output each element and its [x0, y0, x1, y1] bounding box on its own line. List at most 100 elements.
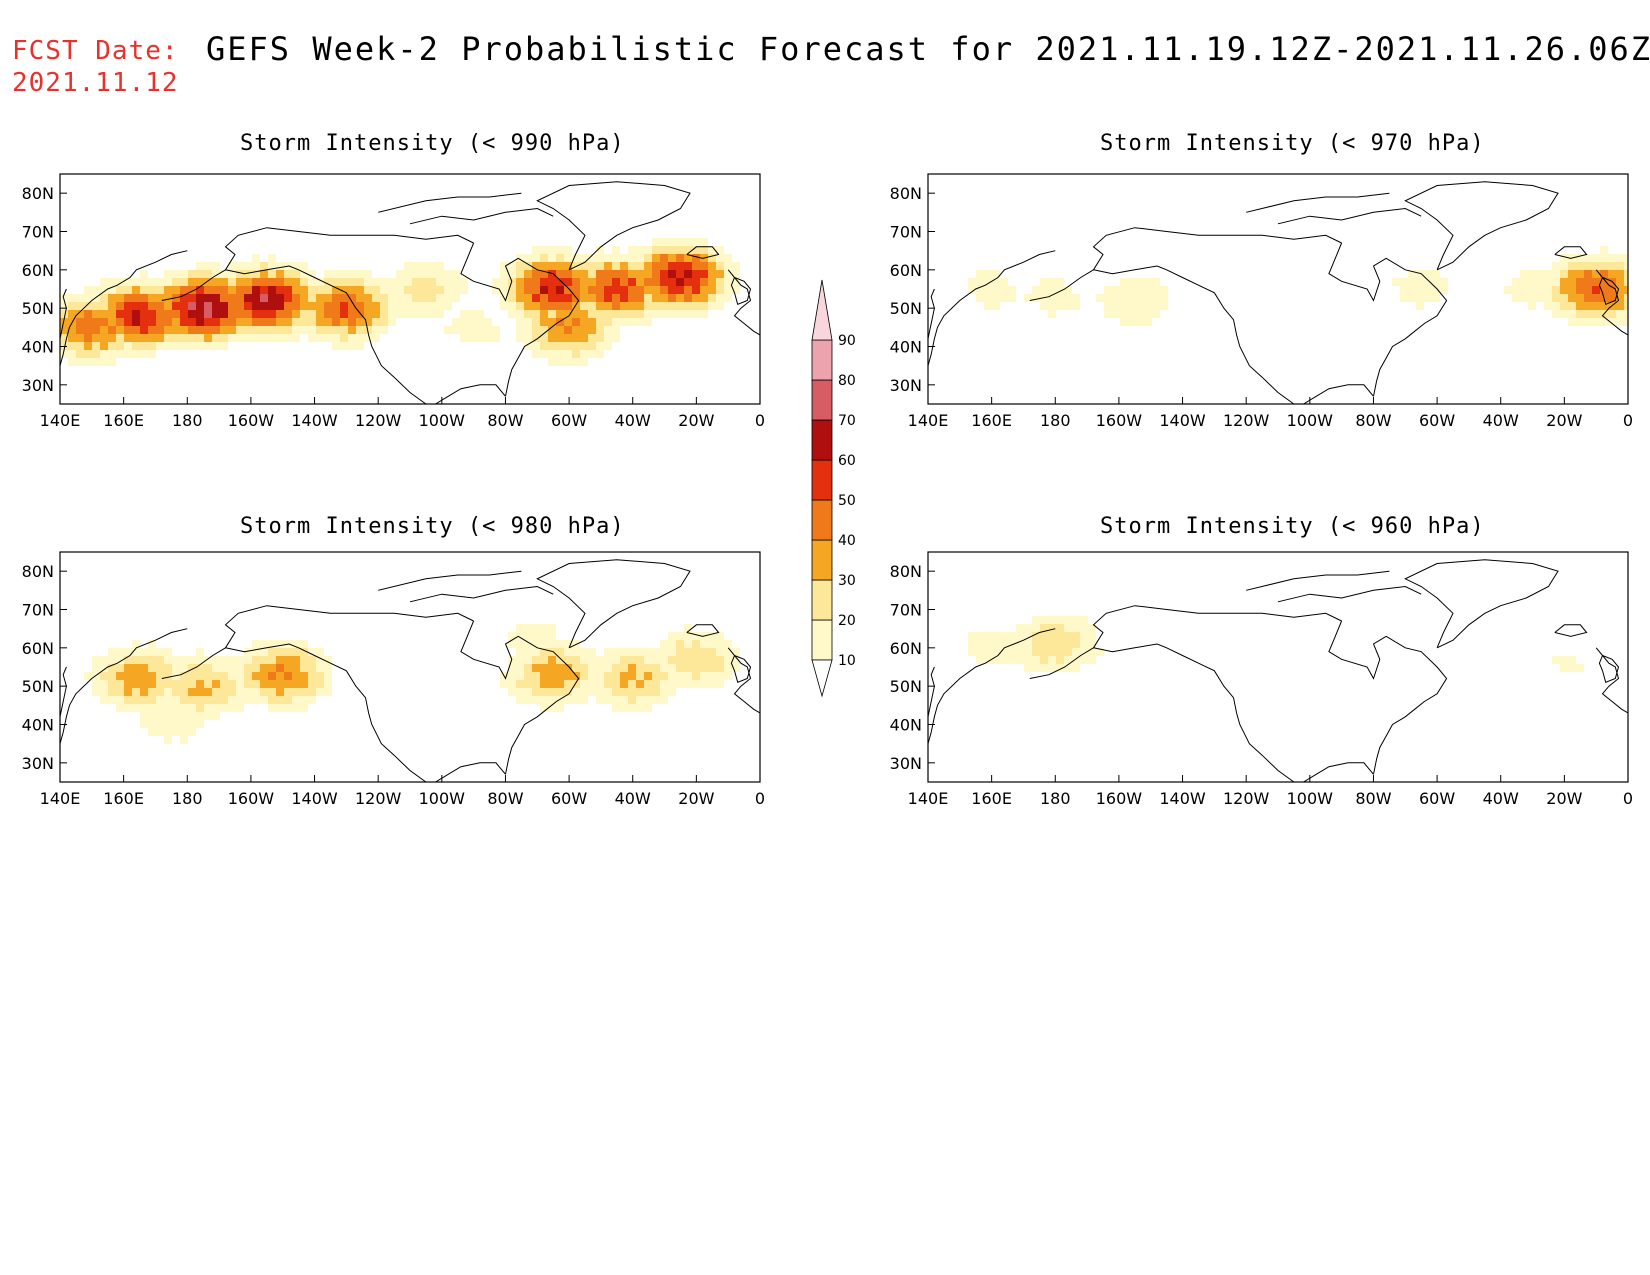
prob-cell	[1568, 310, 1576, 318]
prob-cell	[316, 656, 324, 664]
prob-cell	[692, 680, 700, 688]
prob-cell	[692, 286, 700, 294]
prob-cell	[324, 302, 332, 310]
prob-cell	[276, 302, 284, 310]
lon-tick-label: 180	[1040, 789, 1071, 808]
prob-cell	[1608, 310, 1616, 318]
prob-cell	[548, 246, 556, 254]
prob-cell	[548, 310, 556, 318]
prob-cell	[716, 656, 724, 664]
lon-tick-label: 20W	[678, 411, 714, 430]
prob-cell	[668, 294, 676, 302]
prob-cell	[652, 310, 660, 318]
prob-cell	[1072, 624, 1080, 632]
prob-cell	[100, 688, 108, 696]
lon-tick-label: 80W	[1355, 411, 1391, 430]
lon-tick-label: 80W	[487, 789, 523, 808]
prob-cell	[260, 656, 268, 664]
prob-cell	[332, 286, 340, 294]
prob-cell	[340, 278, 348, 286]
prob-cell	[268, 254, 276, 262]
prob-cell	[684, 648, 692, 656]
prob-cell	[588, 326, 596, 334]
prob-cell	[244, 664, 252, 672]
prob-cell	[1072, 616, 1080, 624]
prob-cell	[220, 680, 228, 688]
prob-cell	[692, 632, 700, 640]
prob-cell	[156, 656, 164, 664]
prob-cell	[244, 302, 252, 310]
prob-cell	[100, 656, 108, 664]
prob-cell	[1544, 294, 1552, 302]
prob-cell	[1144, 310, 1152, 318]
prob-cell	[132, 656, 140, 664]
prob-cell	[308, 318, 316, 326]
lon-tick-label: 100W	[419, 411, 466, 430]
colorbar-label: 50	[838, 493, 856, 509]
coastline	[1404, 181, 1559, 271]
prob-cell	[612, 656, 620, 664]
coastline	[1092, 605, 1342, 649]
prob-cell	[324, 656, 332, 664]
prob-cell	[676, 254, 684, 262]
prob-cell	[1120, 310, 1128, 318]
prob-cell	[196, 680, 204, 688]
prob-cell	[92, 302, 100, 310]
colorbar-label: 60	[838, 453, 856, 469]
prob-cell	[356, 318, 364, 326]
prob-cell	[156, 310, 164, 318]
prob-cell	[540, 680, 548, 688]
prob-cell	[276, 310, 284, 318]
prob-cell	[596, 342, 604, 350]
coastline	[1277, 585, 1422, 603]
prob-cell	[276, 696, 284, 704]
prob-cell	[148, 302, 156, 310]
prob-cell	[92, 342, 100, 350]
prob-cell	[992, 270, 1000, 278]
prob-cell	[380, 326, 388, 334]
prob-cell	[516, 688, 524, 696]
prob-cell	[212, 286, 220, 294]
prob-cell	[244, 696, 252, 704]
prob-cell	[572, 688, 580, 696]
prob-cell	[604, 656, 612, 664]
prob-cell	[580, 294, 588, 302]
prob-cell	[1024, 656, 1032, 664]
prob-cell	[140, 672, 148, 680]
prob-cell	[676, 664, 684, 672]
prob-cell	[260, 680, 268, 688]
prob-cell	[100, 326, 108, 334]
prob-cell	[284, 286, 292, 294]
prob-cell	[1544, 278, 1552, 286]
prob-cell	[732, 270, 740, 278]
prob-cell	[348, 342, 356, 350]
prob-cell	[1088, 632, 1096, 640]
prob-cell	[1568, 318, 1576, 326]
prob-cell	[292, 270, 300, 278]
prob-cell	[68, 302, 76, 310]
prob-cell	[124, 342, 132, 350]
prob-cell	[1144, 294, 1152, 302]
prob-cell	[332, 270, 340, 278]
prob-cell	[1128, 278, 1136, 286]
prob-cell	[124, 286, 132, 294]
prob-cell	[644, 278, 652, 286]
prob-cell	[204, 334, 212, 342]
prob-cell	[652, 696, 660, 704]
prob-cell	[540, 254, 548, 262]
prob-cell	[308, 648, 316, 656]
prob-cell	[1048, 286, 1056, 294]
prob-cell	[188, 334, 196, 342]
prob-cell	[252, 262, 260, 270]
prob-cell	[1440, 286, 1448, 294]
prob-cell	[548, 286, 556, 294]
prob-cell	[668, 688, 676, 696]
prob-cell	[508, 640, 516, 648]
prob-cell	[684, 656, 692, 664]
prob-cell	[572, 350, 580, 358]
prob-cell	[1032, 294, 1040, 302]
prob-cell	[1032, 640, 1040, 648]
prob-cell	[1136, 278, 1144, 286]
prob-cell	[148, 334, 156, 342]
prob-cell	[588, 310, 596, 318]
